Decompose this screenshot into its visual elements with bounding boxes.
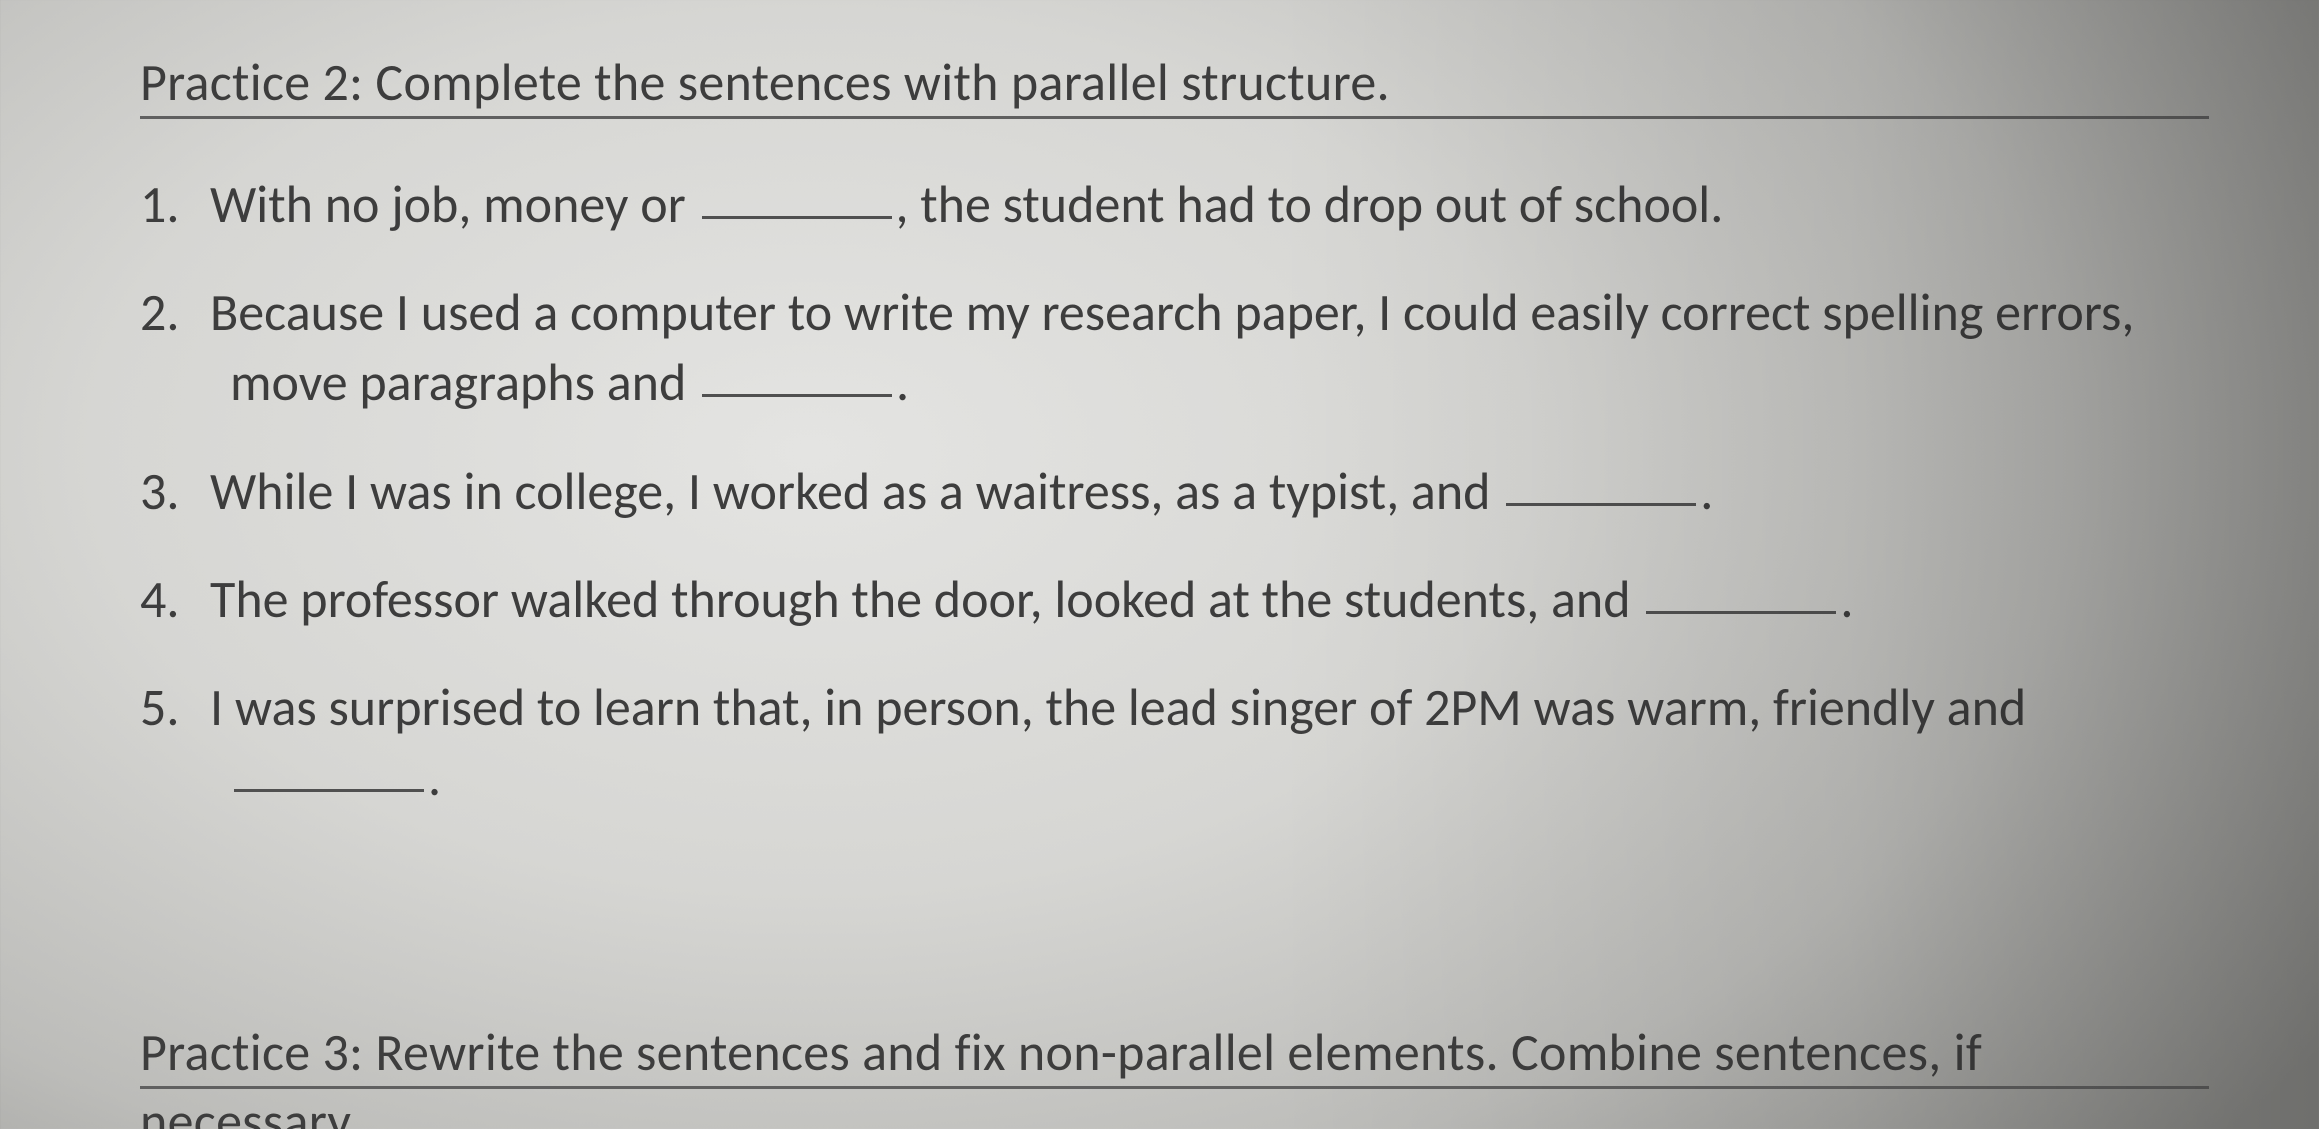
question-text-post: . bbox=[896, 350, 909, 414]
question-5: 5.I was surprised to learn that, in pers… bbox=[140, 672, 2209, 812]
practice-3-heading-line2-row: necessary. bbox=[140, 1089, 2209, 1129]
question-4: 4.The professor walked through the door,… bbox=[140, 564, 2209, 634]
question-text-pre: Because I used a computer to write my re… bbox=[210, 280, 2134, 414]
question-text-pre: The professor walked through the door, l… bbox=[210, 567, 1642, 631]
question-number: 3. bbox=[140, 456, 210, 526]
practice-2-heading: Practice 2: Complete the sentences with … bbox=[140, 50, 1390, 114]
fill-blank[interactable] bbox=[702, 216, 892, 219]
worksheet-page: Practice 2: Complete the sentences with … bbox=[0, 0, 2319, 1129]
practice-3-heading-row: Practice 3: Rewrite the sentences and fi… bbox=[140, 1020, 2209, 1089]
question-text-post: . bbox=[1840, 567, 1853, 631]
question-text-post: . bbox=[428, 745, 441, 809]
question-text-pre: While I was in college, I worked as a wa… bbox=[210, 459, 1502, 523]
question-text-post: . bbox=[1700, 459, 1713, 523]
question-number: 1. bbox=[140, 169, 210, 239]
practice-2-heading-row: Practice 2: Complete the sentences with … bbox=[140, 50, 2209, 119]
practice-3-heading-line1: Practice 3: Rewrite the sentences and fi… bbox=[140, 1020, 1982, 1084]
question-number: 5. bbox=[140, 672, 210, 742]
question-number: 4. bbox=[140, 564, 210, 634]
question-text-pre: I was surprised to learn that, in person… bbox=[210, 675, 2026, 739]
question-text-post: , the student had to drop out of school. bbox=[896, 172, 1724, 236]
fill-blank[interactable] bbox=[1646, 611, 1836, 614]
question-text-pre: With no job, money or bbox=[210, 172, 698, 236]
fill-blank[interactable] bbox=[1506, 503, 1696, 506]
question-number: 2. bbox=[140, 277, 210, 347]
fill-blank[interactable] bbox=[234, 789, 424, 792]
section-gap bbox=[140, 850, 2209, 1020]
question-1: 1.With no job, money or , the student ha… bbox=[140, 169, 2209, 239]
practice-2-question-list: 1.With no job, money or , the student ha… bbox=[140, 169, 2209, 812]
fill-blank[interactable] bbox=[702, 394, 892, 397]
question-3: 3.While I was in college, I worked as a … bbox=[140, 456, 2209, 526]
practice-3-heading-line2: necessary. bbox=[140, 1089, 361, 1129]
question-2: 2.Because I used a computer to write my … bbox=[140, 277, 2209, 417]
